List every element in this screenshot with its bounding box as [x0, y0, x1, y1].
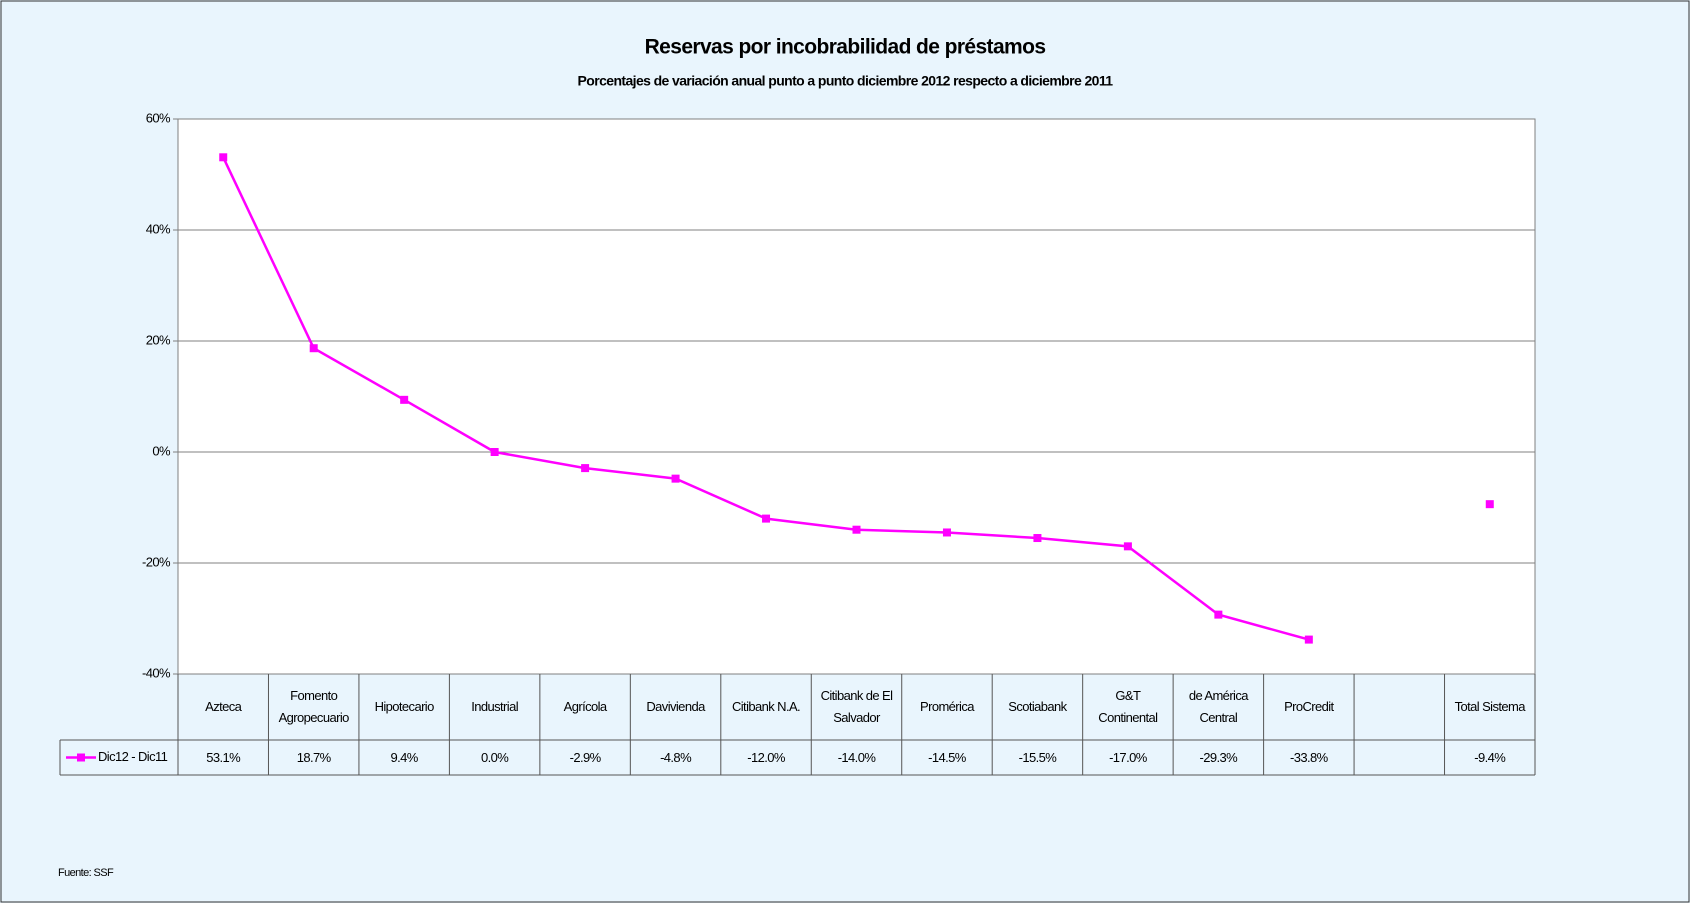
value-label: -29.3% — [1199, 749, 1238, 765]
chart-subtitle: Porcentajes de variación anual punto a p… — [578, 73, 1114, 89]
point-marker — [942, 528, 951, 537]
value-label: 9.4% — [390, 749, 419, 765]
plot-area — [177, 118, 1536, 675]
category-label: Fomento Agropecuario — [278, 688, 350, 725]
category-label: Total Sistema — [1454, 699, 1526, 714]
category-label: Scotiabank — [1008, 699, 1067, 714]
category-label: Davivienda — [646, 699, 705, 714]
value-label: 18.7% — [296, 749, 331, 765]
category-label: Hipotecario — [374, 699, 435, 714]
chart-title: Reservas por incobrabilidad de préstamos — [645, 36, 1046, 59]
y-tick-label: 20% — [146, 332, 171, 347]
category-label: ProCredit — [1284, 699, 1334, 714]
value-label: 0.0% — [481, 749, 509, 765]
category-label: Industrial — [471, 699, 518, 714]
legend-swatch — [77, 753, 85, 762]
point-marker — [309, 344, 318, 353]
point-marker — [852, 525, 861, 534]
y-tick-label: 60% — [146, 110, 171, 125]
value-label: 53.1% — [206, 749, 241, 765]
point-marker — [400, 395, 409, 404]
point-marker — [581, 464, 590, 473]
category-label: Citibank de El Salvador — [820, 688, 893, 725]
point-marker — [671, 474, 680, 483]
category-label: Azteca — [205, 699, 242, 714]
value-label: -12.0% — [747, 749, 785, 765]
value-label: -15.5% — [1018, 749, 1057, 765]
point-marker — [1304, 635, 1313, 644]
source-note: Fuente: SSF — [58, 867, 114, 879]
point-marker — [1214, 610, 1223, 619]
point-marker — [219, 153, 228, 162]
value-label: -14.5% — [928, 749, 966, 765]
y-tick-label: -20% — [142, 554, 171, 569]
category-label: Promérica — [920, 699, 974, 714]
category-label: Agrícola — [563, 699, 607, 714]
y-tick-label: 40% — [146, 221, 171, 236]
category-label: de América Central — [1188, 688, 1249, 725]
point-marker — [1485, 500, 1494, 509]
legend-label: Dic12 - Dic11 — [98, 749, 168, 764]
value-label: -17.0% — [1109, 749, 1147, 765]
category-label: G&T Continental — [1098, 688, 1158, 725]
value-label: -14.0% — [837, 749, 876, 765]
y-tick-label: -40% — [142, 665, 171, 680]
point-marker — [762, 514, 771, 523]
y-tick-label: 0% — [152, 443, 171, 458]
value-label: -2.9% — [569, 749, 602, 765]
value-label: -4.8% — [660, 749, 692, 765]
category-label: Citibank N.A. — [731, 699, 801, 714]
point-marker — [1033, 534, 1042, 543]
point-marker — [490, 448, 499, 456]
value-label: -33.8% — [1290, 749, 1328, 765]
value-label: -9.4% — [1474, 749, 1506, 765]
point-marker — [1123, 542, 1132, 551]
